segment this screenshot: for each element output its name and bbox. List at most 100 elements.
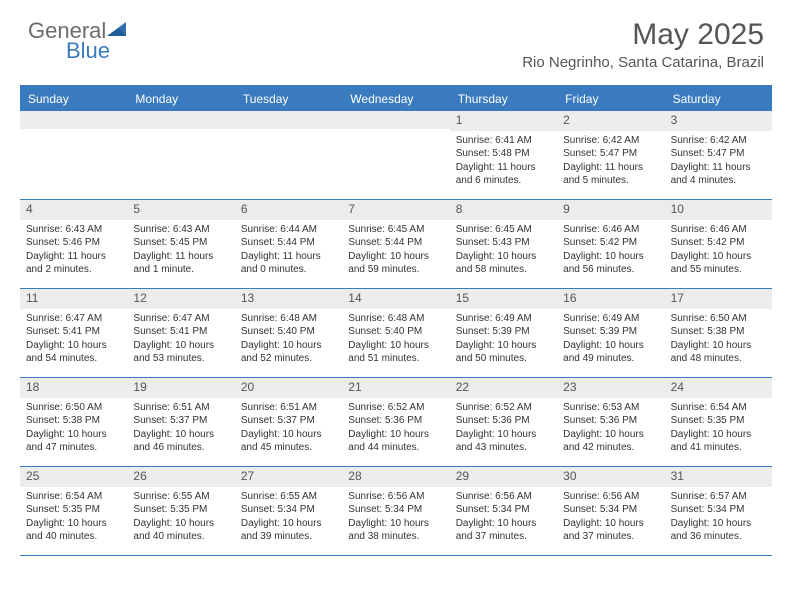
daylight-text: Daylight: 10 hours and 36 minutes. — [671, 517, 766, 544]
day-details: Sunrise: 6:51 AMSunset: 5:37 PMDaylight:… — [127, 398, 234, 458]
day-number: 22 — [450, 378, 557, 398]
week-row: 4Sunrise: 6:43 AMSunset: 5:46 PMDaylight… — [20, 200, 772, 289]
day-number: 15 — [450, 289, 557, 309]
day-number: 19 — [127, 378, 234, 398]
sunset-text: Sunset: 5:39 PM — [456, 325, 551, 339]
day-details: Sunrise: 6:52 AMSunset: 5:36 PMDaylight:… — [450, 398, 557, 458]
day-details: Sunrise: 6:43 AMSunset: 5:46 PMDaylight:… — [20, 220, 127, 280]
day-details: Sunrise: 6:56 AMSunset: 5:34 PMDaylight:… — [342, 487, 449, 547]
day-number — [127, 111, 234, 129]
day-details: Sunrise: 6:46 AMSunset: 5:42 PMDaylight:… — [557, 220, 664, 280]
daylight-text: Daylight: 10 hours and 56 minutes. — [563, 250, 658, 277]
day-number: 5 — [127, 200, 234, 220]
day-number: 7 — [342, 200, 449, 220]
sunrise-text: Sunrise: 6:49 AM — [563, 312, 658, 326]
day-details: Sunrise: 6:49 AMSunset: 5:39 PMDaylight:… — [557, 309, 664, 369]
sunrise-text: Sunrise: 6:45 AM — [348, 223, 443, 237]
daylight-text: Daylight: 10 hours and 54 minutes. — [26, 339, 121, 366]
sunset-text: Sunset: 5:42 PM — [671, 236, 766, 250]
sunrise-text: Sunrise: 6:56 AM — [563, 490, 658, 504]
day-number: 21 — [342, 378, 449, 398]
day-number: 24 — [665, 378, 772, 398]
sunset-text: Sunset: 5:34 PM — [563, 503, 658, 517]
day-number: 20 — [235, 378, 342, 398]
daylight-text: Daylight: 10 hours and 58 minutes. — [456, 250, 551, 277]
weekday-header: Saturday — [665, 87, 772, 111]
day-number: 8 — [450, 200, 557, 220]
day-cell: 20Sunrise: 6:51 AMSunset: 5:37 PMDayligh… — [235, 378, 342, 466]
sunrise-text: Sunrise: 6:41 AM — [456, 134, 551, 148]
location: Rio Negrinho, Santa Catarina, Brazil — [522, 54, 764, 71]
sunrise-text: Sunrise: 6:53 AM — [563, 401, 658, 415]
sunset-text: Sunset: 5:36 PM — [348, 414, 443, 428]
sunrise-text: Sunrise: 6:56 AM — [456, 490, 551, 504]
triangle-icon — [107, 21, 127, 42]
sunrise-text: Sunrise: 6:51 AM — [133, 401, 228, 415]
daylight-text: Daylight: 11 hours and 4 minutes. — [671, 161, 766, 188]
day-number: 12 — [127, 289, 234, 309]
header: GeneralBlue May 2025 Rio Negrinho, Santa… — [0, 0, 792, 77]
day-cell: 29Sunrise: 6:56 AMSunset: 5:34 PMDayligh… — [450, 467, 557, 555]
sunset-text: Sunset: 5:35 PM — [133, 503, 228, 517]
sunset-text: Sunset: 5:34 PM — [671, 503, 766, 517]
daylight-text: Daylight: 10 hours and 43 minutes. — [456, 428, 551, 455]
day-details: Sunrise: 6:45 AMSunset: 5:44 PMDaylight:… — [342, 220, 449, 280]
day-number: 23 — [557, 378, 664, 398]
sunrise-text: Sunrise: 6:47 AM — [133, 312, 228, 326]
weekday-header: Tuesday — [235, 87, 342, 111]
logo: GeneralBlue — [28, 18, 127, 64]
day-cell: 13Sunrise: 6:48 AMSunset: 5:40 PMDayligh… — [235, 289, 342, 377]
day-details: Sunrise: 6:45 AMSunset: 5:43 PMDaylight:… — [450, 220, 557, 280]
day-details: Sunrise: 6:48 AMSunset: 5:40 PMDaylight:… — [235, 309, 342, 369]
day-details: Sunrise: 6:47 AMSunset: 5:41 PMDaylight:… — [127, 309, 234, 369]
sunrise-text: Sunrise: 6:51 AM — [241, 401, 336, 415]
day-cell: 11Sunrise: 6:47 AMSunset: 5:41 PMDayligh… — [20, 289, 127, 377]
day-cell: 31Sunrise: 6:57 AMSunset: 5:34 PMDayligh… — [665, 467, 772, 555]
weekday-header: Monday — [127, 87, 234, 111]
day-number — [235, 111, 342, 129]
daylight-text: Daylight: 11 hours and 0 minutes. — [241, 250, 336, 277]
day-number: 28 — [342, 467, 449, 487]
day-number: 16 — [557, 289, 664, 309]
sunrise-text: Sunrise: 6:45 AM — [456, 223, 551, 237]
week-row: 1Sunrise: 6:41 AMSunset: 5:48 PMDaylight… — [20, 111, 772, 200]
weekday-header: Sunday — [20, 87, 127, 111]
day-cell — [342, 111, 449, 199]
day-number — [342, 111, 449, 129]
daylight-text: Daylight: 10 hours and 41 minutes. — [671, 428, 766, 455]
day-number: 18 — [20, 378, 127, 398]
day-cell: 12Sunrise: 6:47 AMSunset: 5:41 PMDayligh… — [127, 289, 234, 377]
day-cell: 3Sunrise: 6:42 AMSunset: 5:47 PMDaylight… — [665, 111, 772, 199]
daylight-text: Daylight: 10 hours and 46 minutes. — [133, 428, 228, 455]
day-number: 3 — [665, 111, 772, 131]
day-number: 31 — [665, 467, 772, 487]
sunset-text: Sunset: 5:35 PM — [671, 414, 766, 428]
day-number: 30 — [557, 467, 664, 487]
day-cell: 8Sunrise: 6:45 AMSunset: 5:43 PMDaylight… — [450, 200, 557, 288]
day-details: Sunrise: 6:49 AMSunset: 5:39 PMDaylight:… — [450, 309, 557, 369]
day-number: 25 — [20, 467, 127, 487]
day-number: 6 — [235, 200, 342, 220]
day-details: Sunrise: 6:47 AMSunset: 5:41 PMDaylight:… — [20, 309, 127, 369]
day-cell: 18Sunrise: 6:50 AMSunset: 5:38 PMDayligh… — [20, 378, 127, 466]
day-cell: 15Sunrise: 6:49 AMSunset: 5:39 PMDayligh… — [450, 289, 557, 377]
sunset-text: Sunset: 5:41 PM — [133, 325, 228, 339]
daylight-text: Daylight: 10 hours and 51 minutes. — [348, 339, 443, 366]
day-details: Sunrise: 6:51 AMSunset: 5:37 PMDaylight:… — [235, 398, 342, 458]
daylight-text: Daylight: 10 hours and 59 minutes. — [348, 250, 443, 277]
daylight-text: Daylight: 10 hours and 42 minutes. — [563, 428, 658, 455]
sunset-text: Sunset: 5:40 PM — [348, 325, 443, 339]
weekday-header: Friday — [557, 87, 664, 111]
day-cell: 9Sunrise: 6:46 AMSunset: 5:42 PMDaylight… — [557, 200, 664, 288]
day-cell: 17Sunrise: 6:50 AMSunset: 5:38 PMDayligh… — [665, 289, 772, 377]
day-cell: 5Sunrise: 6:43 AMSunset: 5:45 PMDaylight… — [127, 200, 234, 288]
daylight-text: Daylight: 10 hours and 39 minutes. — [241, 517, 336, 544]
weekday-header: Thursday — [450, 87, 557, 111]
day-cell — [235, 111, 342, 199]
day-number: 14 — [342, 289, 449, 309]
day-number: 17 — [665, 289, 772, 309]
weeks-container: 1Sunrise: 6:41 AMSunset: 5:48 PMDaylight… — [20, 111, 772, 556]
sunrise-text: Sunrise: 6:42 AM — [671, 134, 766, 148]
sunrise-text: Sunrise: 6:52 AM — [456, 401, 551, 415]
day-details: Sunrise: 6:53 AMSunset: 5:36 PMDaylight:… — [557, 398, 664, 458]
